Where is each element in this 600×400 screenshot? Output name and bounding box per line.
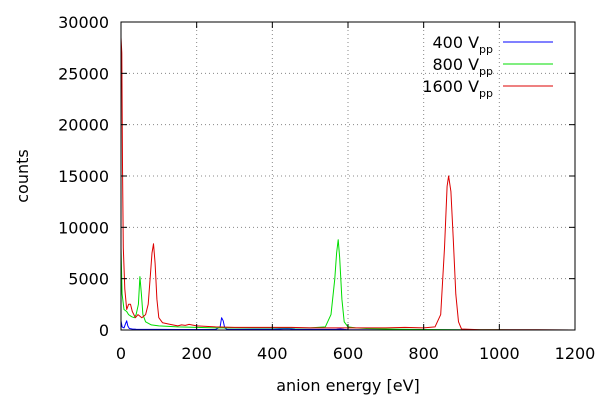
x-axis-title: anion energy [eV] <box>276 376 420 395</box>
grid <box>121 22 575 330</box>
series-lines <box>121 36 575 330</box>
x-tick-label: 800 <box>408 344 439 363</box>
y-tick-label: 5000 <box>68 270 109 289</box>
y-tick-label: 25000 <box>58 64 109 83</box>
x-tick-label: 1200 <box>555 344 596 363</box>
legend: 400 Vpp 800 Vpp 1600 Vpp <box>422 33 553 100</box>
legend-label-1600: 1600 Vpp <box>422 77 493 100</box>
legend-entry-1600: 1600 Vpp <box>422 77 553 100</box>
series-line-1600v <box>121 36 575 330</box>
legend-label-800: 800 Vpp <box>432 55 493 78</box>
x-tick-label: 0 <box>116 344 126 363</box>
x-tick-label: 600 <box>333 344 364 363</box>
axis-ticks <box>120 21 576 331</box>
y-tick-labels: 0 5000 10000 15000 20000 25000 30000 <box>58 13 109 340</box>
y-tick-label: 0 <box>99 321 109 340</box>
x-tick-label: 400 <box>257 344 288 363</box>
series-line-400v <box>121 317 575 330</box>
y-tick-label: 10000 <box>58 218 109 237</box>
x-tick-label: 200 <box>181 344 212 363</box>
x-tick-label: 1000 <box>479 344 520 363</box>
y-tick-label: 20000 <box>58 116 109 135</box>
y-tick-label: 30000 <box>58 13 109 32</box>
legend-entry-800: 800 Vpp <box>432 55 553 78</box>
x-tick-labels: 0 200 400 600 800 1000 1200 <box>116 344 595 363</box>
y-axis-title: counts <box>13 149 32 202</box>
legend-entry-400: 400 Vpp <box>432 33 553 56</box>
legend-label-400: 400 Vpp <box>432 33 493 56</box>
y-tick-label: 15000 <box>58 167 109 186</box>
series-line-800v <box>121 226 575 330</box>
